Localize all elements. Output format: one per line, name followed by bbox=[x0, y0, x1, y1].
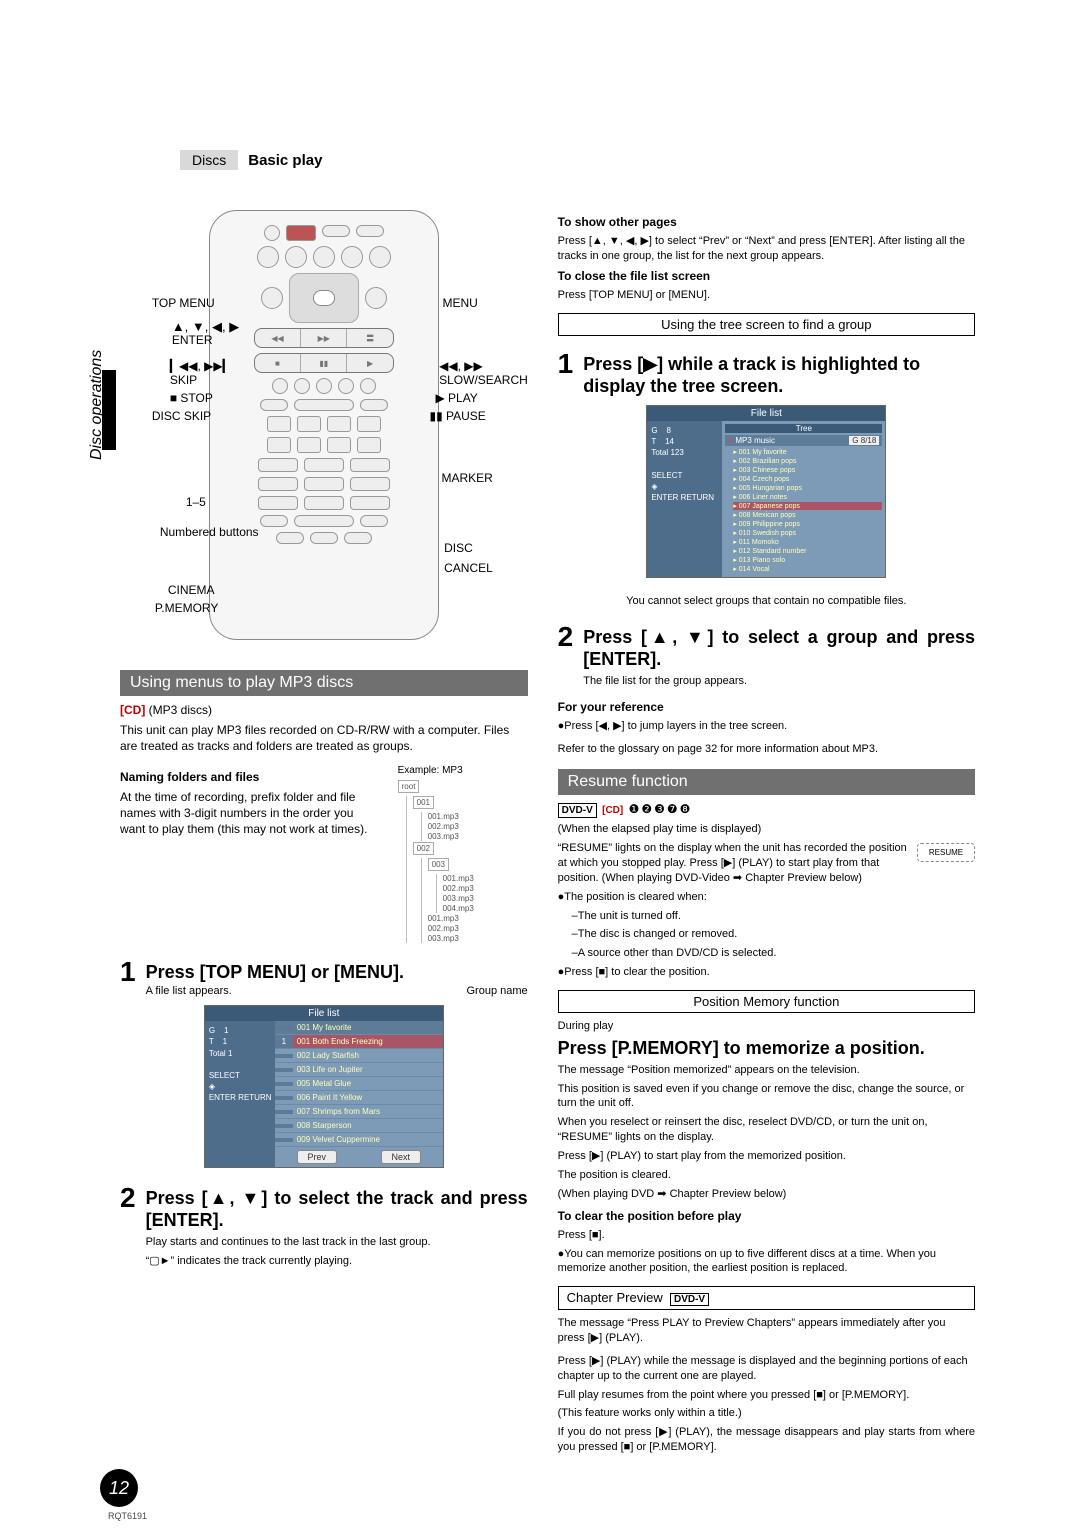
sidebar-label: Disc operations bbox=[88, 350, 106, 460]
step2-body1: Play starts and continues to the last tr… bbox=[146, 1235, 528, 1250]
pmem-clear-title: To clear the position before play bbox=[558, 1208, 975, 1224]
mp3-tag-line: [CD] (MP3 discs) bbox=[120, 702, 528, 718]
step2-num: 2 bbox=[120, 1184, 136, 1273]
ref-title: For your reference bbox=[558, 699, 975, 715]
step2-body2: “▢►” indicates the track currently playi… bbox=[146, 1254, 528, 1269]
lbl-numbered: Numbered buttons bbox=[160, 525, 259, 539]
pmem-b5: The position is cleared. bbox=[558, 1168, 975, 1183]
close-body: Press [TOP MENU] or [MENU]. bbox=[558, 288, 975, 303]
lbl-disc: DISC bbox=[444, 541, 473, 555]
tree-heading-box: Using the tree screen to find a group bbox=[558, 313, 975, 336]
pmem-b2: This position is saved even if you chang… bbox=[558, 1082, 975, 1112]
naming-body: At the time of recording, prefix folder … bbox=[120, 789, 370, 838]
file-list-ui: File list G 1 T 1 Total 1 SELECT◈ ENTER … bbox=[204, 1005, 444, 1168]
lbl-top-menu: TOP MENU bbox=[152, 296, 215, 310]
r-step2-sub: The file list for the group appears. bbox=[583, 674, 975, 689]
lbl-cancel: CANCEL bbox=[444, 561, 493, 575]
pmem-b6: (When playing DVD ➡ Chapter Preview belo… bbox=[558, 1187, 975, 1202]
mp3-section-bar: Using menus to play MP3 discs bbox=[120, 670, 528, 696]
clear-stop: ●Press [■] to clear the position. bbox=[558, 965, 975, 980]
show-pages-title: To show other pages bbox=[558, 214, 975, 230]
lbl-slow: ◀◀, ▶▶SLOW/SEARCH bbox=[439, 359, 528, 387]
mp3-desc: This unit can play MP3 files recorded on… bbox=[120, 722, 528, 754]
resume-indicator-icon: RESUME bbox=[917, 843, 975, 862]
doc-id: RQT6191 bbox=[108, 1511, 147, 1521]
chap-b5: If you do not press [▶] (PLAY), the mess… bbox=[558, 1425, 975, 1455]
pos-mem-heading: Position Memory function bbox=[558, 990, 975, 1013]
r-step1-title: Press [▶] while a track is highlighted t… bbox=[583, 354, 975, 397]
lbl-num-range: 1–5 bbox=[186, 495, 206, 509]
chap-b1: The message “Press PLAY to Preview Chapt… bbox=[558, 1316, 975, 1346]
pmem-b3: When you reselect or reinsert the disc, … bbox=[558, 1115, 975, 1145]
lbl-pause: ▮▮ PAUSE bbox=[429, 409, 485, 423]
pmem-b4: Press [▶] (PLAY) to start play from the … bbox=[558, 1149, 975, 1164]
clear-2: –The disc is changed or removed. bbox=[572, 927, 975, 942]
lbl-skip: SKIP bbox=[170, 373, 197, 387]
group-name-label: Group name bbox=[466, 985, 527, 997]
chap-b3: Full play resumes from the point where y… bbox=[558, 1388, 975, 1403]
show-pages-body: Press [▲, ▼, ◀, ▶] to select “Prev” or “… bbox=[558, 234, 975, 264]
discs-tag: Discs bbox=[180, 150, 238, 170]
pmem-note: ●You can memorize positions on up to fiv… bbox=[558, 1247, 975, 1277]
pmem-b1: The message “Position memorized” appears… bbox=[558, 1063, 975, 1078]
next-button: Next bbox=[381, 1150, 422, 1164]
clear-1: –The unit is turned off. bbox=[572, 909, 975, 924]
lbl-pmemory: P.MEMORY bbox=[155, 601, 219, 615]
page-header: Discs Basic play bbox=[180, 150, 975, 170]
resume-when: (When the elapsed play time is displayed… bbox=[558, 822, 975, 837]
r-step2-num: 2 bbox=[558, 623, 574, 693]
lbl-enter: ENTER bbox=[172, 333, 213, 347]
step2-title: Press [▲, ▼] to select the track and pre… bbox=[146, 1188, 528, 1231]
lbl-cinema: CINEMA bbox=[168, 583, 215, 597]
lbl-menu: MENU bbox=[442, 296, 477, 310]
prev-button: Prev bbox=[297, 1150, 338, 1164]
during-play: During play bbox=[558, 1019, 975, 1034]
glossary-note: Refer to the glossary on page 32 for mor… bbox=[558, 742, 975, 757]
close-title: To close the file list screen bbox=[558, 268, 975, 284]
ref-body: ●Press [◀, ▶] to jump layers in the tree… bbox=[558, 719, 975, 734]
lbl-marker: MARKER bbox=[441, 471, 492, 485]
resume-tags: DVD-V [CD] ❶❷❸❼❽ bbox=[558, 801, 975, 819]
lbl-skip-sym: ▎◀◀, ▶▶▎ bbox=[170, 359, 232, 373]
lbl-stop: ■ STOP bbox=[170, 391, 213, 405]
folder-tree-example: Example: MP3 root 001 001.mp3002.mp3003.… bbox=[398, 765, 528, 944]
step1-title: Press [TOP MENU] or [MENU]. bbox=[146, 962, 528, 984]
chap-b4: (This feature works only within a title.… bbox=[558, 1406, 975, 1421]
remote-diagram: TOP MENU MENU ▲, ▼, ◀, ▶ ENTER ▎◀◀, ▶▶▎ … bbox=[209, 210, 439, 640]
resume-section-bar: Resume function bbox=[558, 769, 975, 795]
pmemory-title: Press [P.MEMORY] to memorize a position. bbox=[558, 1038, 975, 1059]
clear-title: ●The position is cleared when: bbox=[558, 890, 975, 905]
step1-num: 1 bbox=[120, 958, 136, 998]
clear-3: –A source other than DVD/CD is selected. bbox=[572, 946, 975, 961]
tree-screen-ui: File list G 8 T 14 Total 123 SELECT◈ ENT… bbox=[646, 405, 886, 578]
chap-b2: Press [▶] (PLAY) while the message is di… bbox=[558, 1354, 975, 1384]
r-step2-title: Press [▲, ▼] to select a group and press… bbox=[583, 627, 975, 670]
chapter-heading: Chapter Preview DVD-V bbox=[558, 1286, 975, 1310]
lbl-play: ▶ PLAY bbox=[435, 391, 477, 405]
header-title: Basic play bbox=[248, 152, 322, 169]
lbl-disc-skip: DISC SKIP bbox=[152, 409, 211, 423]
pmem-clear-body: Press [■]. bbox=[558, 1228, 975, 1243]
tree-note: You cannot select groups that contain no… bbox=[558, 594, 975, 609]
r-step1-num: 1 bbox=[558, 350, 574, 397]
step1-sub: A file list appears. bbox=[146, 985, 232, 997]
resume-body: “RESUME” lights on the display when the … bbox=[558, 841, 975, 886]
page-number-badge: 12 bbox=[100, 1469, 138, 1507]
